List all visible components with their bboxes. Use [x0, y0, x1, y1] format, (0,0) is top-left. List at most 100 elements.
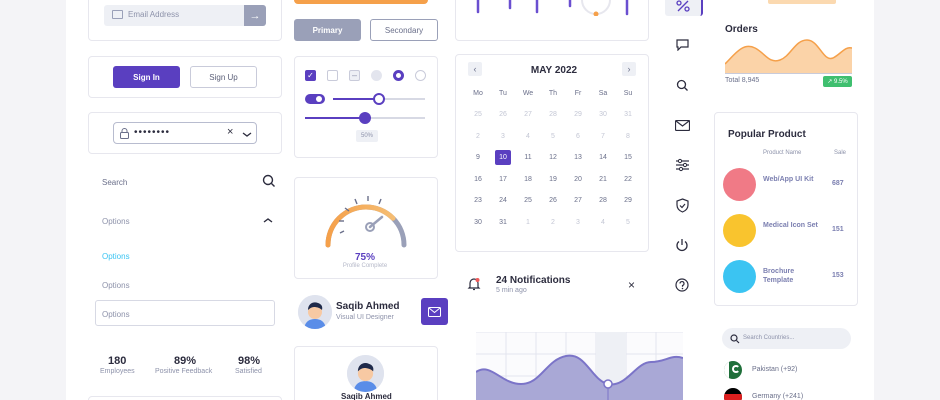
slider-handle[interactable] [359, 112, 371, 124]
avatar-illustration [347, 355, 384, 392]
calendar-day[interactable]: 31 [624, 111, 632, 118]
chevron-up-icon[interactable] [262, 215, 274, 225]
email-field[interactable]: Email Address → [104, 5, 266, 26]
primary-button[interactable]: Primary [294, 19, 361, 41]
calendar-day[interactable]: 25 [524, 197, 532, 204]
calendar-day[interactable]: 19 [549, 175, 557, 183]
calendar-day[interactable]: 11 [524, 154, 532, 161]
calendar-day[interactable]: 16 [474, 175, 482, 183]
calendar-day[interactable]: 30 [474, 218, 482, 226]
option-item[interactable]: Options [102, 310, 130, 319]
calendar-day[interactable]: 4 [526, 132, 530, 140]
slider-handle[interactable] [373, 93, 385, 105]
calendar-day[interactable]: 27 [524, 111, 532, 118]
calendar-day[interactable]: 22 [624, 175, 632, 183]
product-name[interactable]: Brochure Template [763, 268, 795, 284]
calendar-day[interactable]: 12 [549, 154, 557, 161]
checkbox-unchecked[interactable] [327, 70, 338, 81]
shield-icon[interactable] [676, 198, 689, 213]
calendar-day[interactable]: 15 [624, 154, 632, 161]
calendar-day[interactable]: 18 [524, 175, 532, 183]
calendar-day[interactable]: 3 [576, 218, 580, 226]
profile-name: Saqib Ahmed [341, 392, 392, 400]
calendar-day[interactable]: 30 [599, 111, 607, 118]
calendar-day[interactable]: 26 [499, 111, 507, 118]
rail-active-indicator [665, 0, 703, 16]
calendar-day[interactable]: 29 [624, 197, 632, 204]
calendar-day[interactable]: 24 [499, 197, 507, 204]
radio-selected[interactable] [393, 70, 404, 81]
power-icon[interactable] [675, 238, 689, 252]
calendar-day[interactable]: 4 [601, 218, 605, 226]
arrow-right-icon[interactable]: → [244, 5, 266, 26]
slider-track[interactable] [333, 93, 425, 105]
avatar [347, 355, 384, 392]
product-thumbnail [723, 260, 756, 293]
calendar-day[interactable]: 23 [474, 197, 482, 204]
country-item[interactable]: Germany (+241) [752, 393, 804, 400]
stat-employees-label: Employees [100, 368, 135, 375]
options-dropdown-label[interactable]: Options [102, 217, 130, 226]
calendar-day[interactable]: 17 [499, 175, 507, 183]
option-item[interactable]: Options [102, 252, 130, 261]
country-item[interactable]: Pakistan (+92) [752, 366, 798, 373]
calendar-day[interactable]: 9 [476, 154, 480, 161]
chat-icon[interactable] [675, 38, 690, 51]
calendar-day[interactable]: 2 [551, 218, 555, 226]
calendar-day[interactable]: 2 [476, 132, 480, 140]
message-button[interactable] [421, 298, 448, 325]
secondary-button[interactable]: Secondary [370, 19, 438, 41]
search-input[interactable]: Search [102, 178, 128, 187]
next-month-icon[interactable]: › [622, 62, 636, 76]
orange-button[interactable] [294, 0, 428, 4]
calendar-day[interactable]: 26 [549, 197, 557, 204]
calendar-day[interactable]: 20 [574, 175, 582, 183]
radio-disabled[interactable] [371, 70, 382, 81]
calendar-day[interactable]: 1 [526, 218, 530, 226]
sliders-icon[interactable] [675, 158, 690, 172]
calendar-day[interactable]: 5 [626, 218, 630, 226]
clear-icon[interactable]: × [227, 126, 234, 138]
help-icon[interactable] [675, 278, 689, 292]
prev-month-icon[interactable]: ‹ [468, 62, 482, 76]
slider-track-2[interactable] [305, 112, 425, 124]
checkbox-indeterminate[interactable]: – [349, 70, 360, 81]
country-search-input[interactable]: Search Countries... [722, 328, 851, 349]
calendar-day[interactable]: 31 [499, 218, 507, 226]
calendar-day[interactable]: 6 [576, 132, 580, 140]
search-icon[interactable] [262, 174, 276, 188]
radio-unselected[interactable] [415, 70, 426, 81]
product-sale: 153 [832, 272, 844, 279]
calendar-day[interactable]: 28 [549, 111, 557, 118]
calendar-day[interactable]: 13 [574, 154, 582, 161]
close-icon[interactable]: × [628, 278, 636, 292]
product-name[interactable]: Web/App UI Kit [763, 176, 814, 183]
sign-up-button[interactable]: Sign Up [190, 66, 257, 88]
product-name[interactable]: Medical Icon Set [763, 222, 818, 229]
calendar-day[interactable]: 25 [474, 111, 482, 118]
calendar-day[interactable]: 5 [551, 132, 555, 140]
calendar-day[interactable]: 21 [599, 175, 607, 183]
profile-name: Saqib Ahmed [336, 301, 400, 312]
password-field[interactable]: •••••••• × [113, 122, 257, 144]
bell-icon[interactable] [467, 277, 481, 291]
calendar-day[interactable]: 7 [601, 132, 605, 140]
stat-satisfied-label: Satisfied [235, 368, 262, 375]
option-item[interactable]: Options [102, 281, 130, 290]
calendar-day[interactable]: 28 [599, 197, 607, 204]
sign-in-button[interactable]: Sign In [113, 66, 180, 88]
percent-icon[interactable] [676, 0, 690, 12]
search-icon[interactable] [676, 79, 689, 92]
option-item-box[interactable] [95, 300, 275, 326]
toggle-switch[interactable] [305, 94, 325, 104]
calendar-day[interactable]: 3 [501, 132, 505, 140]
mail-icon[interactable] [675, 120, 690, 131]
checkbox-checked[interactable]: ✓ [305, 70, 316, 81]
chevron-down-icon[interactable] [240, 127, 254, 141]
calendar-day[interactable]: 14 [599, 154, 607, 161]
calendar-day[interactable]: 8 [626, 132, 630, 140]
selected-day[interactable]: 10 [499, 154, 507, 161]
calendar-day[interactable]: 27 [574, 197, 582, 204]
orange-tile [768, 0, 836, 4]
calendar-day[interactable]: 29 [574, 111, 582, 118]
